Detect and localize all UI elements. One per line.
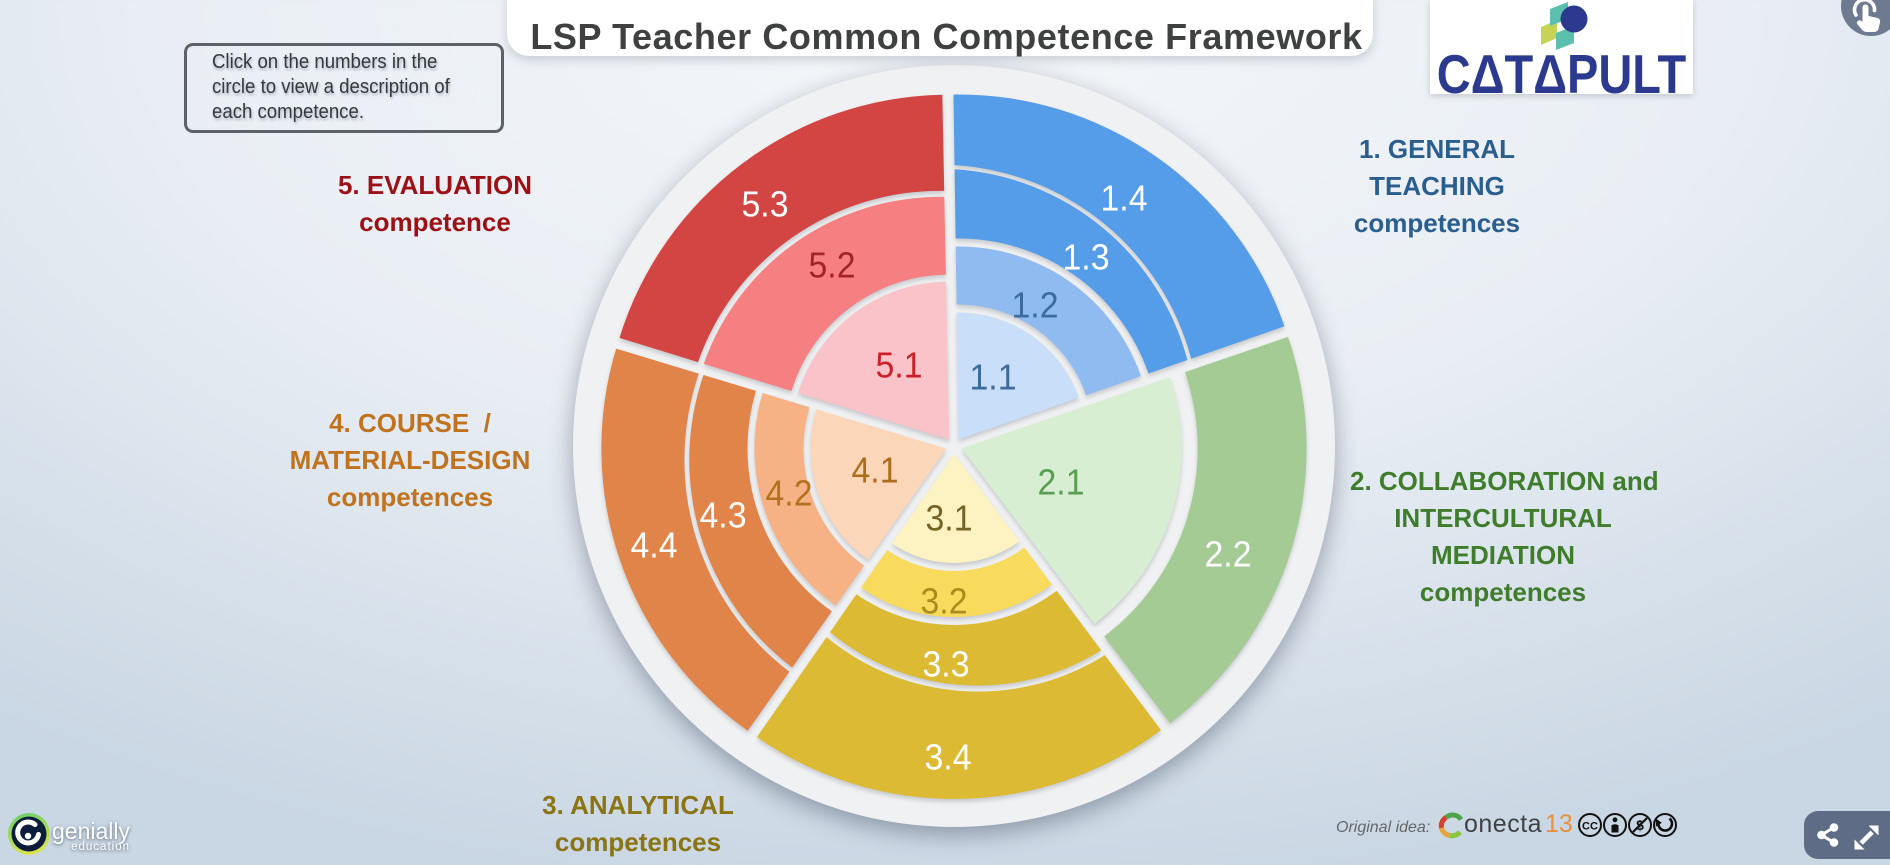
svg-text:3.2: 3.2	[921, 581, 968, 622]
svg-text:1.1: 1.1	[970, 357, 1017, 398]
svg-text:4.4: 4.4	[631, 525, 678, 566]
svg-text:1.2: 1.2	[1012, 285, 1059, 326]
svg-text:3.3: 3.3	[923, 644, 970, 685]
svg-text:1.3: 1.3	[1063, 237, 1110, 278]
svg-text:3.1: 3.1	[926, 498, 973, 539]
svg-text:5.2: 5.2	[809, 245, 856, 286]
svg-text:5.3: 5.3	[742, 184, 789, 225]
svg-text:2.1: 2.1	[1038, 462, 1085, 503]
svg-text:3.4: 3.4	[925, 737, 972, 778]
svg-text:4.1: 4.1	[852, 450, 899, 491]
svg-text:1.4: 1.4	[1101, 178, 1148, 219]
svg-text:4.3: 4.3	[700, 495, 747, 536]
svg-text:CC: CC	[1582, 821, 1598, 833]
svg-text:5.1: 5.1	[876, 345, 923, 386]
svg-text:2.2: 2.2	[1205, 534, 1252, 575]
svg-text:4.2: 4.2	[766, 473, 813, 514]
